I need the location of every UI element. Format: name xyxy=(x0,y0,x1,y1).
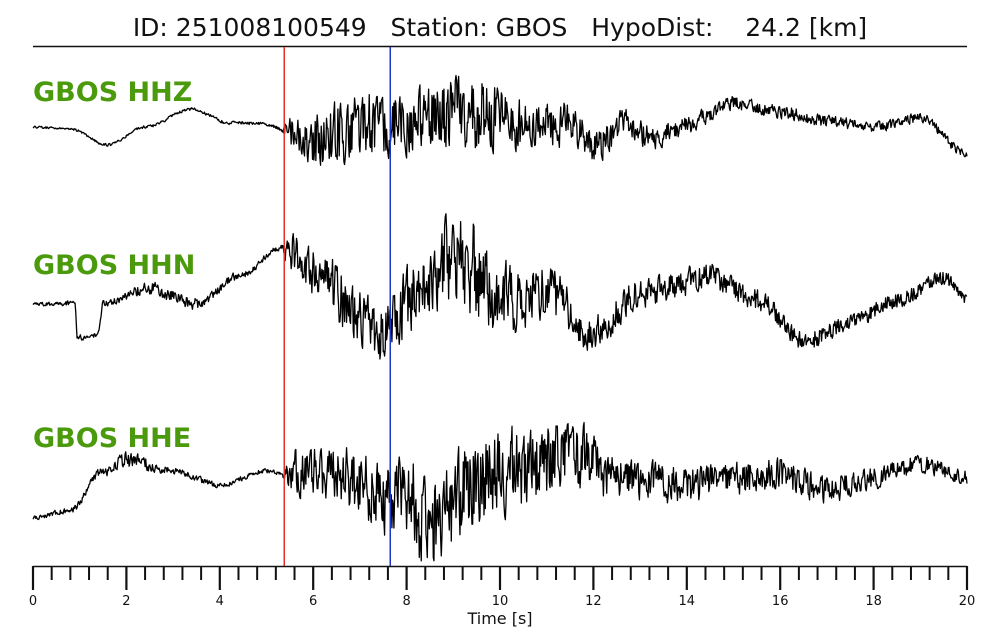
channel-label-gbos-hhn: GBOS HHN xyxy=(33,250,195,281)
chart-title: ID: 251008100549 Station: GBOS HypoDist:… xyxy=(133,13,867,42)
x-tick-label: 10 xyxy=(492,594,509,609)
time-axis: 0 2 4 6 8 10 12 14 16 18 20 xyxy=(29,565,976,609)
x-tick-label: 0 xyxy=(29,594,37,609)
x-axis-label: Time [s] xyxy=(466,609,532,628)
x-tick-label: 6 xyxy=(309,594,317,609)
trace-line-gbos-hhn xyxy=(32,213,968,360)
trace-line-gbos-hhz xyxy=(32,74,968,166)
channel-label-gbos-hhz: GBOS HHZ xyxy=(33,77,192,108)
waveform-traces xyxy=(32,74,968,562)
x-tick-label: 20 xyxy=(959,594,976,609)
x-tick-label: 14 xyxy=(679,594,696,609)
channel-labels: GBOS HHZ GBOS HHN GBOS HHE xyxy=(33,77,195,454)
channel-label-gbos-hhe: GBOS HHE xyxy=(33,423,191,454)
x-tick-label: 4 xyxy=(216,594,224,609)
x-tick-label: 16 xyxy=(772,594,789,609)
x-tick-label: 2 xyxy=(122,594,130,609)
x-tick-label: 18 xyxy=(865,594,882,609)
x-tick-label: 8 xyxy=(402,594,410,609)
phase-markers xyxy=(283,47,392,566)
trace-line-gbos-hhe xyxy=(32,421,968,562)
x-tick-label: 12 xyxy=(585,594,602,609)
